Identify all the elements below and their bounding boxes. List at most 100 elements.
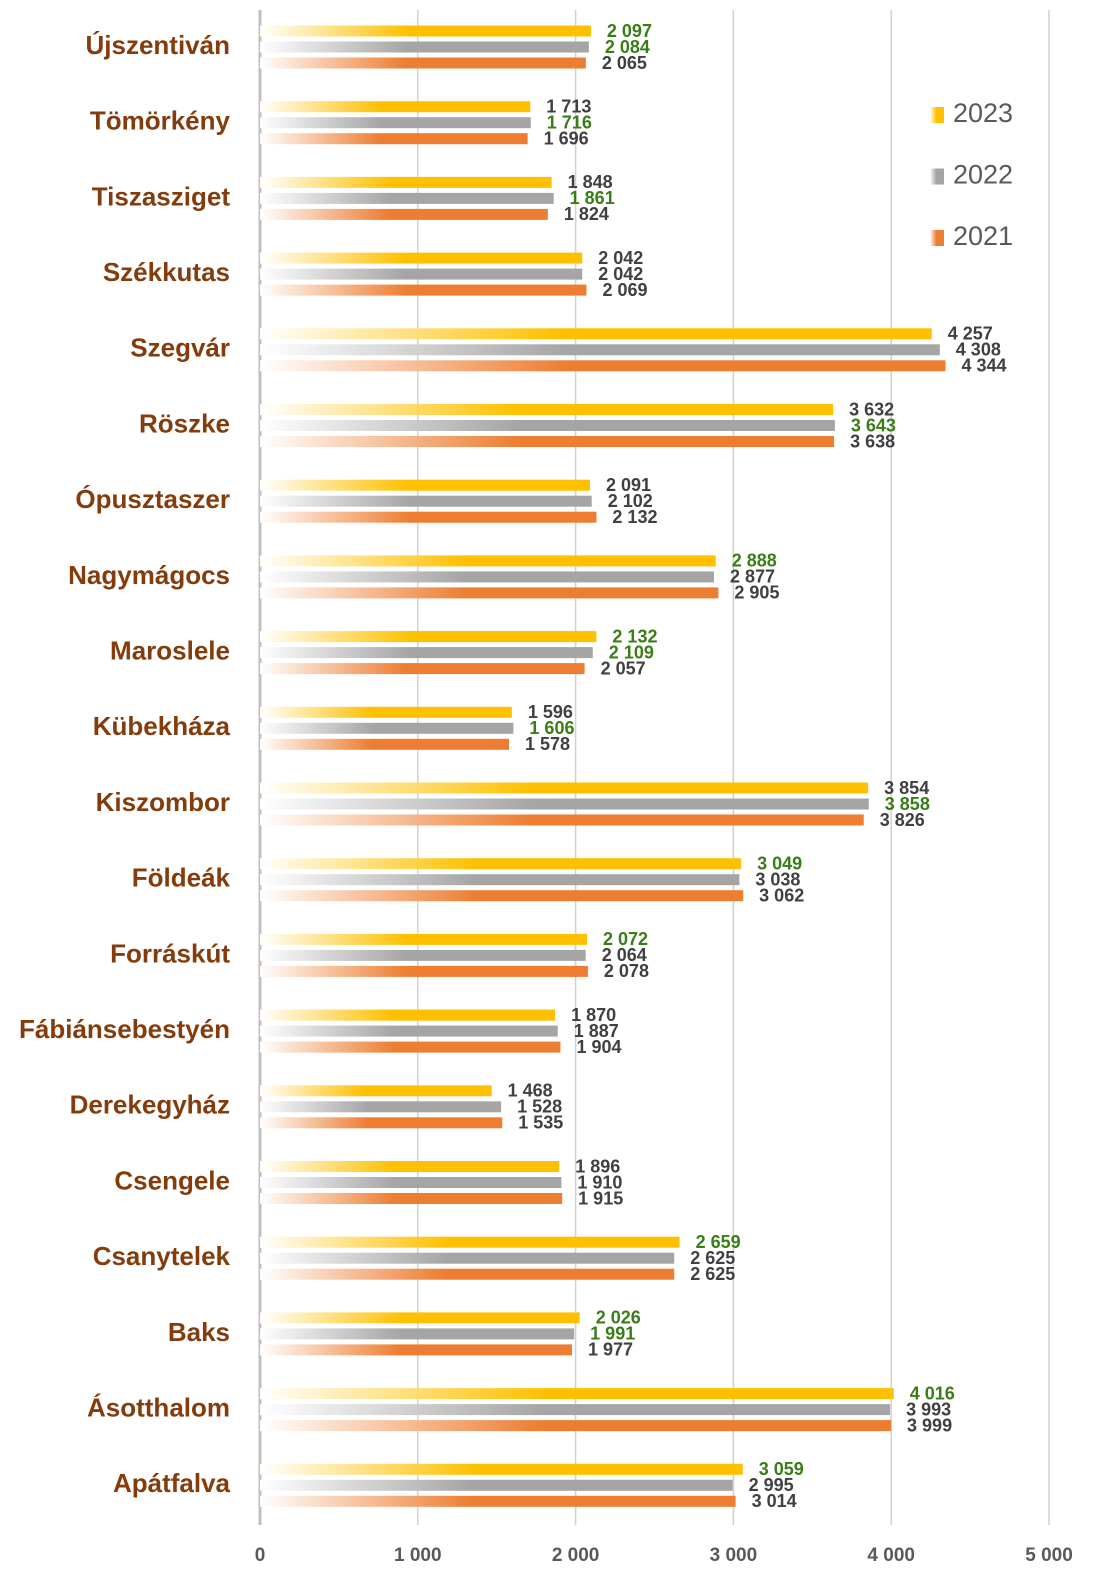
bar bbox=[260, 495, 592, 507]
category-label: Kiszombor bbox=[96, 787, 230, 817]
data-label: 2 042 bbox=[598, 264, 643, 284]
data-label: 1 578 bbox=[525, 734, 570, 754]
legend-label: 2023 bbox=[953, 98, 1013, 128]
bar bbox=[260, 420, 835, 431]
category-label: Röszke bbox=[139, 408, 230, 438]
category-label: Tiszasziget bbox=[92, 181, 231, 211]
bar bbox=[260, 1236, 680, 1248]
legend-swatch bbox=[930, 107, 944, 123]
bar bbox=[260, 798, 869, 810]
category-label: Baks bbox=[168, 1317, 230, 1347]
bar bbox=[260, 1388, 894, 1400]
data-label: 2 091 bbox=[606, 475, 651, 495]
bar bbox=[260, 1025, 558, 1037]
bar bbox=[260, 949, 586, 961]
bar bbox=[260, 25, 591, 37]
category-label: Székkutas bbox=[103, 257, 230, 287]
bar bbox=[260, 41, 589, 53]
x-tick-label: 4 000 bbox=[867, 1545, 915, 1566]
bar bbox=[260, 404, 834, 415]
category-label: Szegvár bbox=[130, 333, 230, 363]
legend-swatch bbox=[930, 230, 944, 246]
category-label: Kübekháza bbox=[93, 711, 231, 741]
data-label: 2 625 bbox=[690, 1264, 735, 1284]
category-label: Csanytelek bbox=[93, 1241, 231, 1271]
data-label: 3 632 bbox=[849, 399, 894, 419]
data-label: 1 606 bbox=[529, 718, 574, 738]
data-label: 3 038 bbox=[755, 869, 800, 889]
data-label: 3 643 bbox=[851, 415, 896, 435]
data-label: 1 887 bbox=[574, 1021, 619, 1041]
bar bbox=[260, 117, 531, 129]
bar bbox=[260, 1161, 560, 1172]
bar bbox=[260, 328, 932, 340]
x-tick-label: 2 000 bbox=[552, 1545, 600, 1566]
data-label: 1 977 bbox=[588, 1340, 633, 1360]
bar bbox=[260, 631, 597, 643]
data-label: 4 016 bbox=[910, 1383, 955, 1403]
category-label: Újszentiván bbox=[86, 30, 231, 60]
data-label: 2 102 bbox=[608, 491, 653, 511]
bar bbox=[260, 1420, 892, 1432]
bar bbox=[260, 1009, 556, 1021]
bar bbox=[260, 1495, 736, 1507]
data-label: 1 696 bbox=[544, 128, 589, 148]
data-label: 2 064 bbox=[602, 945, 647, 965]
data-label: 1 824 bbox=[564, 204, 609, 224]
category-label: Apátfalva bbox=[113, 1468, 231, 1498]
data-label: 3 638 bbox=[850, 431, 895, 451]
data-label: 2 026 bbox=[596, 1308, 641, 1328]
data-label: 2 097 bbox=[607, 21, 652, 41]
bar bbox=[260, 1041, 561, 1053]
category-label: Forráskút bbox=[110, 938, 230, 968]
bar bbox=[260, 192, 554, 204]
category-label: Fábiánsebestyén bbox=[19, 1014, 230, 1044]
bar bbox=[260, 511, 597, 523]
data-label: 1 716 bbox=[547, 112, 592, 132]
bar bbox=[260, 1268, 675, 1280]
data-label: 2 084 bbox=[605, 37, 650, 57]
bar bbox=[260, 722, 514, 734]
bar bbox=[260, 101, 531, 113]
data-label: 2 072 bbox=[603, 929, 648, 949]
data-label: 4 308 bbox=[956, 340, 1001, 360]
x-tick-label: 1 000 bbox=[394, 1545, 442, 1566]
bar bbox=[260, 252, 583, 264]
category-label: Csengele bbox=[114, 1165, 230, 1195]
bar bbox=[260, 1117, 503, 1129]
bar bbox=[260, 571, 714, 583]
data-label: 1 848 bbox=[568, 172, 613, 192]
data-label: 3 826 bbox=[880, 810, 925, 830]
data-label: 3 049 bbox=[757, 853, 802, 873]
bar bbox=[260, 344, 940, 356]
bar bbox=[260, 57, 586, 69]
bar bbox=[260, 814, 864, 826]
data-label: 3 062 bbox=[759, 885, 804, 905]
bar bbox=[260, 858, 742, 870]
bar bbox=[260, 706, 512, 718]
x-tick-label: 5 000 bbox=[1025, 1545, 1073, 1566]
data-label: 2 109 bbox=[609, 642, 654, 662]
category-label: Ásotthalom bbox=[87, 1392, 230, 1422]
legend-swatch bbox=[930, 168, 944, 185]
data-label: 1 991 bbox=[590, 1324, 635, 1344]
data-label: 2 659 bbox=[696, 1232, 741, 1252]
data-label: 2 905 bbox=[734, 583, 779, 603]
data-label: 2 888 bbox=[732, 551, 777, 571]
bar bbox=[260, 587, 719, 599]
category-label: Földeák bbox=[132, 863, 231, 893]
bar bbox=[260, 1404, 891, 1416]
data-label: 1 910 bbox=[577, 1172, 622, 1192]
bar bbox=[260, 890, 744, 902]
data-label: 2 078 bbox=[604, 961, 649, 981]
category-label: Maroslele bbox=[110, 635, 230, 665]
bar bbox=[260, 133, 528, 145]
data-label: 2 042 bbox=[598, 248, 643, 268]
data-label: 1 896 bbox=[575, 1156, 620, 1176]
legend-label: 2022 bbox=[953, 160, 1013, 190]
data-label: 2 132 bbox=[612, 507, 657, 527]
data-label: 1 713 bbox=[546, 96, 591, 116]
data-label: 2 057 bbox=[601, 658, 646, 678]
data-label: 2 625 bbox=[690, 1248, 735, 1268]
bar bbox=[260, 1101, 502, 1113]
